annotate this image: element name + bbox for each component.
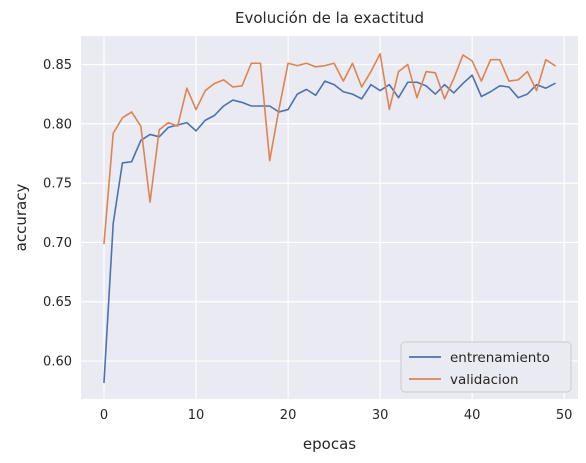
legend-label-entrenamiento: entrenamiento (450, 350, 550, 366)
x-tick-label: 30 (372, 408, 389, 423)
x-tick-label: 50 (556, 408, 573, 423)
chart-title: Evolución de la exactitud (235, 9, 424, 27)
x-tick-label: 0 (100, 408, 108, 423)
y-tick-label: 0.80 (43, 117, 72, 132)
x-tick-label: 20 (280, 408, 297, 423)
series-line-entrenamiento (103, 74, 556, 384)
y-tick-label: 0.65 (43, 295, 72, 310)
series-line-validacion (103, 52, 556, 245)
x-tick-label: 40 (464, 408, 481, 423)
grid (81, 36, 578, 399)
x-axis-label: epocas (303, 435, 356, 453)
plot-area (81, 36, 578, 399)
x-axis-ticks: 0 10 20 30 40 50 (100, 408, 573, 423)
y-tick-label: 0.70 (43, 236, 72, 251)
series-lines (103, 52, 556, 384)
legend-box (400, 341, 572, 393)
legend: entrenamiento validacion (400, 341, 572, 393)
y-axis-ticks: 0.60 0.65 0.70 0.75 0.80 0.85 (43, 58, 72, 370)
x-tick-label: 10 (188, 408, 205, 423)
y-tick-label: 0.60 (43, 355, 72, 370)
y-tick-label: 0.75 (43, 177, 72, 192)
y-tick-label: 0.85 (43, 58, 72, 73)
y-axis-label: accuracy (12, 184, 30, 252)
legend-label-validacion: validacion (450, 372, 519, 388)
